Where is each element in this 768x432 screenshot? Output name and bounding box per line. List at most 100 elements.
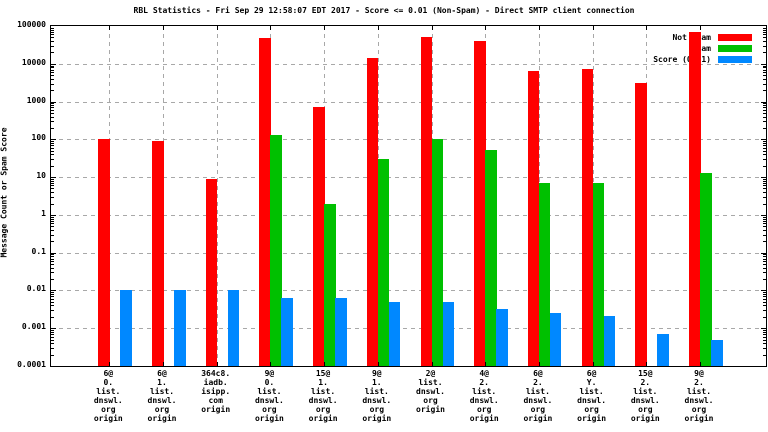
x-category-label: 9@ 1. list. dnswl. org origin [362, 369, 392, 423]
x-tick [431, 362, 433, 366]
y-minor-tick [763, 45, 766, 47]
y-minor-tick [763, 29, 766, 31]
bar-score-0-01- [549, 313, 562, 366]
y-gridline [51, 214, 766, 216]
bar-not-spam [420, 36, 432, 366]
x-tick [700, 362, 701, 366]
y-minor-tick [51, 301, 54, 303]
x-gridline [109, 26, 111, 366]
legend-label: Score (0.01) [653, 54, 711, 64]
y-minor-tick [51, 298, 54, 300]
y-minor-tick [51, 52, 54, 54]
x-category-label: 6@ 1. list. dnswl. org origin [147, 369, 177, 423]
y-major-tick [761, 177, 766, 179]
x-tick [538, 26, 540, 30]
x-tick [216, 362, 218, 366]
y-minor-tick [51, 339, 54, 341]
bar-not-spam [205, 178, 218, 366]
y-major-tick [51, 214, 56, 216]
y-minor-tick [763, 34, 766, 36]
y-minor-tick [763, 105, 766, 107]
y-minor-tick [51, 279, 54, 281]
y-major-tick [51, 252, 56, 254]
x-tick [109, 362, 111, 366]
y-minor-tick [763, 294, 766, 296]
bar-score-0-01- [388, 301, 401, 366]
y-tick-label: 100 [31, 133, 46, 143]
chart-title: RBL Statistics - Fri Sep 29 12:58:07 EDT… [133, 6, 635, 15]
y-minor-tick [763, 121, 766, 123]
y-minor-tick [763, 296, 766, 298]
y-minor-tick [763, 188, 766, 190]
y-minor-tick [51, 258, 54, 260]
x-category-label: 364c8. iadb. isipp. com origin [201, 369, 231, 414]
bar-not-spam [152, 141, 164, 366]
x-tick [324, 362, 326, 366]
y-minor-tick [51, 103, 54, 105]
y-minor-tick [763, 334, 766, 336]
bar-not-spam [527, 70, 540, 366]
bar-score-0-01- [227, 290, 240, 366]
y-major-tick [51, 63, 56, 65]
y-minor-tick [51, 67, 54, 69]
bar-score-0-01- [335, 297, 347, 366]
y-minor-tick [763, 343, 766, 345]
y-minor-tick [763, 223, 766, 225]
bar-score-0-01- [657, 334, 669, 366]
y-minor-tick [51, 145, 54, 147]
y-minor-tick [763, 347, 766, 349]
y-minor-tick [763, 272, 766, 274]
bar-not-spam [313, 107, 325, 366]
y-minor-tick [763, 192, 766, 194]
y-minor-tick [763, 83, 766, 85]
y-minor-tick [51, 223, 54, 225]
y-minor-tick [51, 105, 54, 107]
y-minor-tick [51, 72, 54, 74]
y-minor-tick [51, 41, 54, 43]
y-minor-tick [51, 127, 54, 129]
y-minor-tick [51, 264, 54, 266]
x-tick [163, 362, 164, 366]
y-minor-tick [51, 83, 54, 85]
y-minor-tick [51, 69, 54, 71]
y-minor-tick [51, 37, 54, 39]
y-minor-tick [763, 292, 766, 294]
y-minor-tick [763, 226, 766, 228]
y-minor-tick [763, 107, 766, 109]
bar-spam [538, 183, 551, 366]
y-gridline [51, 139, 766, 141]
y-minor-tick [763, 142, 766, 144]
y-minor-tick [763, 27, 766, 29]
y-gridline [51, 101, 766, 103]
y-minor-tick [763, 90, 766, 92]
y-minor-tick [51, 347, 54, 349]
y-minor-tick [51, 147, 54, 149]
y-major-tick [761, 63, 766, 65]
y-minor-tick [51, 218, 54, 220]
y-minor-tick [51, 354, 54, 356]
x-gridline [646, 26, 648, 366]
bar-score-0-01- [711, 339, 723, 366]
x-tick [700, 26, 701, 30]
y-minor-tick [763, 220, 766, 222]
y-major-tick [761, 214, 766, 216]
x-category-label: 4@ 2. list. dnswl. org origin [469, 369, 499, 423]
bar-spam [485, 150, 497, 366]
bar-not-spam [259, 38, 271, 366]
bar-not-spam [689, 31, 701, 366]
x-category-label: 15@ 2. list. dnswl. org origin [630, 369, 660, 423]
y-major-tick [761, 252, 766, 254]
y-minor-tick [51, 256, 54, 258]
y-minor-tick [763, 31, 766, 33]
y-minor-tick [763, 310, 766, 312]
y-tick-label: 1000 [26, 95, 46, 105]
y-minor-tick [51, 107, 54, 109]
y-minor-tick [763, 109, 766, 111]
y-minor-tick [763, 203, 766, 205]
y-minor-tick [763, 69, 766, 71]
y-minor-tick [763, 256, 766, 258]
bar-spam [324, 203, 336, 366]
y-minor-tick [763, 267, 766, 269]
y-minor-tick [763, 316, 766, 318]
x-tick [163, 26, 164, 30]
